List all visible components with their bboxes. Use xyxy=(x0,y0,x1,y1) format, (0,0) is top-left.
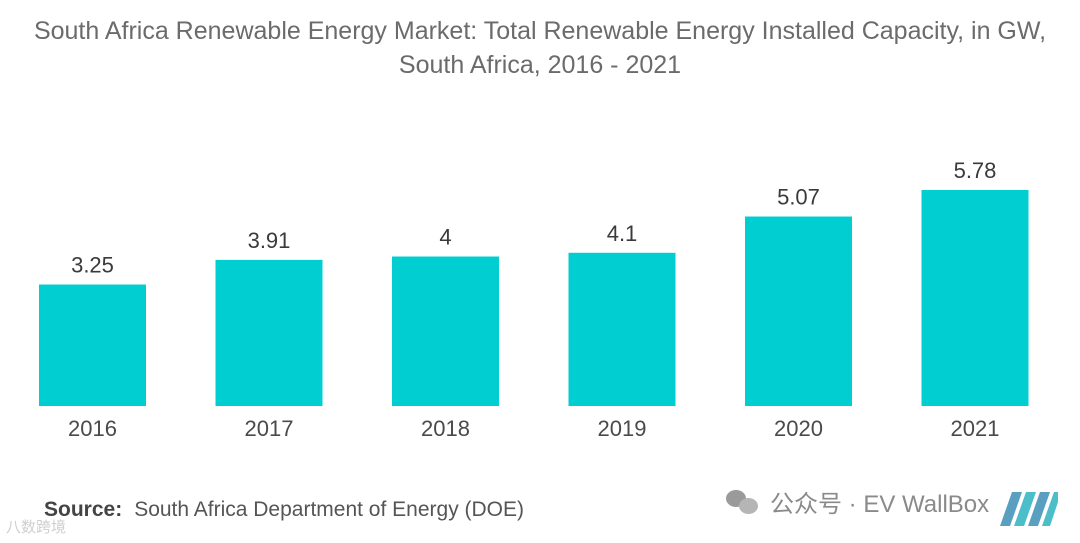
value-label-2017: 3.91 xyxy=(248,228,291,253)
chart-title-line-1: South Africa Renewable Energy Market: To… xyxy=(33,17,1047,45)
x-tick-label-2018: 2018 xyxy=(421,416,470,441)
bar-2021 xyxy=(921,190,1029,406)
value-label-2020: 5.07 xyxy=(777,185,820,210)
value-label-2016: 3.25 xyxy=(71,253,114,278)
x-tick-label-2019: 2019 xyxy=(598,416,647,441)
bar-2017 xyxy=(215,259,323,406)
bar-2018 xyxy=(392,256,499,406)
wechat-icon xyxy=(726,488,760,516)
chart-title: South Africa Renewable Energy Market: To… xyxy=(0,14,1080,82)
bar-2020 xyxy=(745,216,852,406)
source-label: Source: xyxy=(44,498,123,521)
x-tick-label-2016: 2016 xyxy=(68,416,117,441)
chart-title-line-2: South Africa, 2016 - 2021 xyxy=(398,51,682,79)
bar-2016 xyxy=(39,284,146,406)
value-label-2019: 4.1 xyxy=(607,221,638,246)
watermark-right: 公众号 · EV WallBox xyxy=(726,484,989,519)
value-label-2018: 4 xyxy=(439,225,451,250)
watermark-left: 八数跨境 xyxy=(6,519,67,536)
brand-logo-icon xyxy=(1000,492,1058,526)
value-label-2021: 5.78 xyxy=(954,158,997,183)
x-tick-label-2020: 2020 xyxy=(774,416,823,441)
source-note: Source: South Africa Department of Energy… xyxy=(44,498,524,522)
watermark-right-text: 公众号 · EV WallBox xyxy=(770,491,990,518)
x-tick-label-2021: 2021 xyxy=(951,416,1000,441)
x-tick-label-2017: 2017 xyxy=(245,416,294,441)
source-text: South Africa Department of Energy (DOE) xyxy=(134,498,525,521)
bar-2019 xyxy=(568,252,676,406)
